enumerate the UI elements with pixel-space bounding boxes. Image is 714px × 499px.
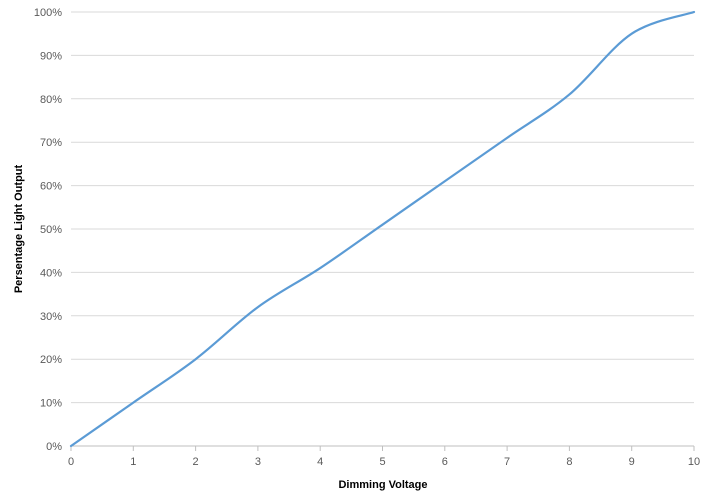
x-tick-label: 4 xyxy=(317,456,323,468)
y-tick-labels: 0% 10% 20% 30% 40% 50% 60% 70% 80% 90% 100% xyxy=(34,7,62,453)
x-axis-title: Dimming Voltage xyxy=(338,479,427,491)
series-line xyxy=(69,10,696,448)
x-tick-label: 8 xyxy=(566,456,572,468)
gridlines xyxy=(71,11,694,404)
y-tick-label: 70% xyxy=(40,137,62,149)
y-tick-label: 50% xyxy=(40,224,62,236)
series-layer xyxy=(69,10,696,448)
y-tick-label: 10% xyxy=(40,398,62,410)
x-tick-label: 6 xyxy=(442,456,448,468)
y-tick-label: 100% xyxy=(34,7,62,19)
x-tick-label: 9 xyxy=(629,456,635,468)
y-tick-label: 90% xyxy=(40,50,62,62)
x-tick-label: 2 xyxy=(193,456,199,468)
x-tick-labels: 0 1 2 3 4 5 6 7 8 9 10 xyxy=(68,456,700,468)
y-tick-label: 80% xyxy=(40,94,62,106)
x-tick-label: 0 xyxy=(68,456,74,468)
y-tick-label: 30% xyxy=(40,311,62,323)
x-tick-label: 10 xyxy=(688,456,700,468)
y-axis-title: Persentage Light Output xyxy=(13,164,25,293)
axes xyxy=(70,445,695,451)
x-tick-label: 3 xyxy=(255,456,261,468)
y-tick-label: 20% xyxy=(40,354,62,366)
y-tick-label: 60% xyxy=(40,181,62,193)
x-tick-label: 5 xyxy=(379,456,385,468)
x-tick-label: 1 xyxy=(130,456,136,468)
y-tick-label: 0% xyxy=(46,441,62,453)
x-tick-label: 7 xyxy=(504,456,510,468)
y-tick-label: 40% xyxy=(40,267,62,279)
